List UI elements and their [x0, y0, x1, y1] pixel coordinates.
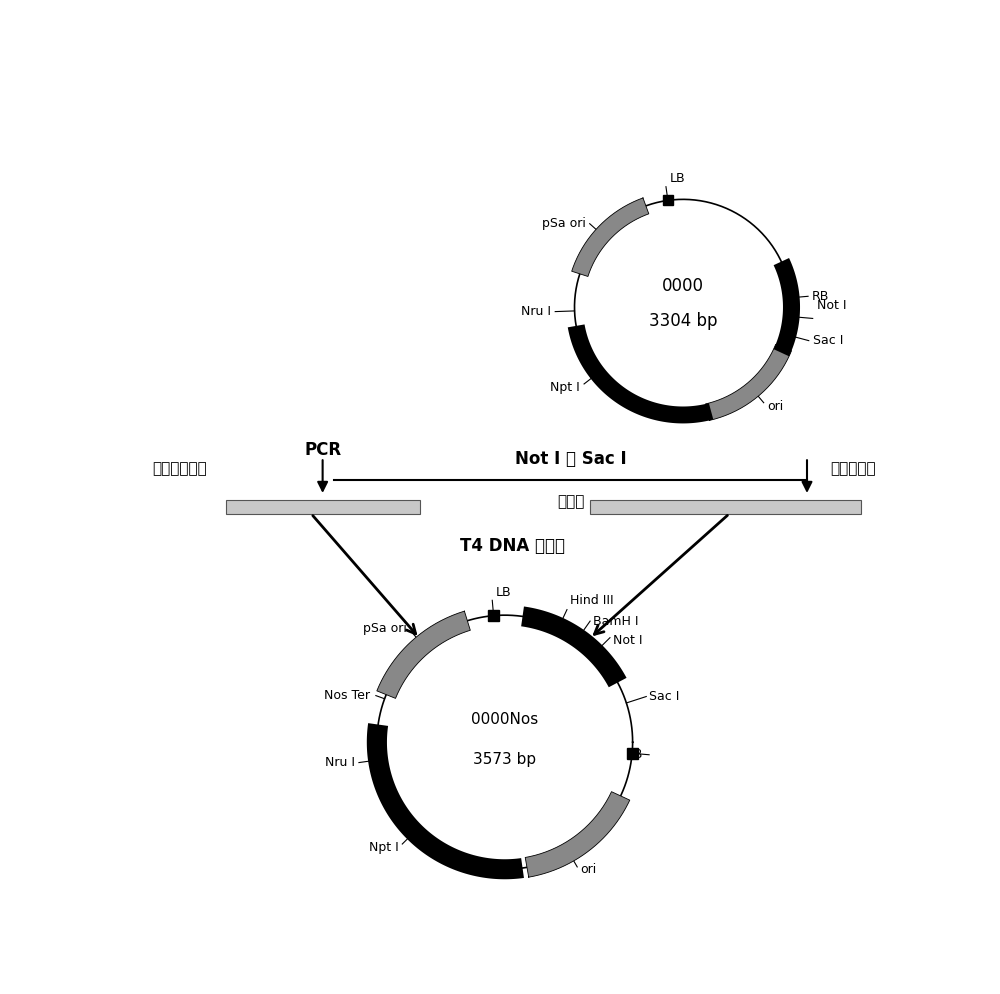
- Text: 0000: 0000: [662, 276, 704, 294]
- Polygon shape: [572, 198, 649, 276]
- Text: Npt I: Npt I: [369, 841, 398, 855]
- Text: Nru I: Nru I: [521, 305, 551, 318]
- Text: 0000Nos: 0000Nos: [471, 712, 538, 727]
- Polygon shape: [774, 258, 800, 356]
- Text: RB: RB: [812, 290, 829, 303]
- Bar: [488, 610, 499, 621]
- Polygon shape: [568, 324, 713, 423]
- Text: LB: LB: [670, 172, 685, 185]
- Text: Not I 和 Sac I: Not I 和 Sac I: [515, 450, 626, 468]
- Text: Not I: Not I: [613, 634, 643, 647]
- Text: 回收目的片段: 回收目的片段: [152, 461, 207, 476]
- Bar: [590, 500, 861, 514]
- Text: Npt I: Npt I: [550, 382, 580, 395]
- Text: RB: RB: [626, 748, 643, 761]
- Text: 回收大片段: 回收大片段: [831, 461, 876, 476]
- Text: pSa ori: pSa ori: [363, 622, 407, 635]
- Text: T4 DNA 连接酶: T4 DNA 连接酶: [460, 537, 565, 555]
- Text: 3304 bp: 3304 bp: [649, 312, 717, 330]
- Text: Nru I: Nru I: [325, 756, 355, 769]
- Text: 双酶切: 双酶切: [557, 494, 584, 510]
- Polygon shape: [525, 791, 630, 877]
- Text: pSa ori: pSa ori: [542, 218, 586, 231]
- Text: Hind III: Hind III: [570, 593, 614, 606]
- Bar: [627, 747, 638, 758]
- Text: 3573 bp: 3573 bp: [473, 751, 536, 766]
- Text: BamH I: BamH I: [593, 614, 639, 627]
- Bar: [663, 196, 673, 206]
- Polygon shape: [377, 611, 470, 699]
- Polygon shape: [521, 606, 627, 687]
- Text: Sac I: Sac I: [649, 690, 680, 703]
- Polygon shape: [367, 723, 524, 880]
- Text: Nos Ter: Nos Ter: [324, 689, 370, 702]
- Text: Sac I: Sac I: [813, 334, 843, 347]
- Bar: [786, 293, 796, 303]
- Text: ori: ori: [768, 400, 784, 414]
- Polygon shape: [705, 344, 792, 420]
- Text: PCR: PCR: [304, 440, 341, 458]
- Text: ori: ori: [580, 864, 597, 877]
- Text: Not I: Not I: [817, 299, 846, 312]
- Text: LB: LB: [495, 585, 511, 598]
- Bar: [226, 500, 420, 514]
